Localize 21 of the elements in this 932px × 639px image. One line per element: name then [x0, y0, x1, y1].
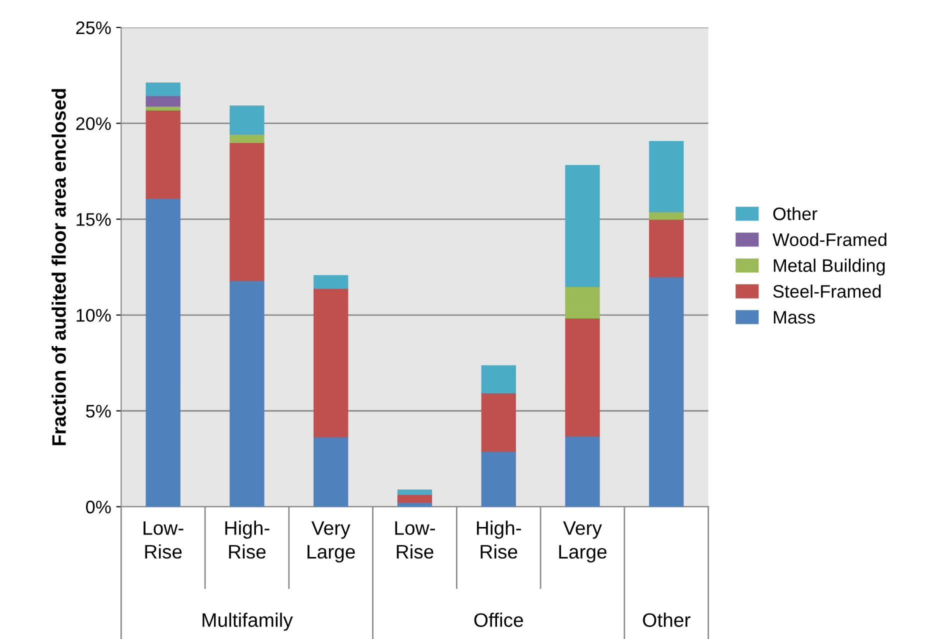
- legend-label: Steel-Framed: [773, 284, 881, 298]
- text: Multifamily: [202, 612, 293, 631]
- legend-label: Wood-Framed: [772, 232, 886, 246]
- y-tick-label: 15%: [76, 213, 111, 226]
- x-tick-label: Very Large: [559, 521, 607, 563]
- x-tick-label: High- Rise: [225, 520, 270, 559]
- legend-label: Metal Building: [774, 258, 885, 276]
- x-tick-label: Very Large: [308, 521, 355, 563]
- y-tick-label: 0%: [86, 500, 111, 514]
- legend-label: Mass: [774, 311, 815, 324]
- text: Office: [474, 612, 523, 627]
- legend-label: Other: [773, 206, 818, 220]
- y-tick-label: 5%: [86, 404, 111, 418]
- y-tick-label: 10%: [76, 308, 111, 322]
- x-tick-label: Low- Rise: [144, 521, 184, 559]
- x-tick-label: High- Rise: [476, 520, 521, 559]
- y-tick-label: 25%: [76, 21, 111, 34]
- x-tick-label: Low- Rise: [395, 521, 435, 559]
- y-tick-label: 20%: [76, 117, 111, 130]
- y-axis-title: Fraction of audited floor area enclosed: [52, 89, 66, 446]
- text: Other: [642, 612, 690, 627]
